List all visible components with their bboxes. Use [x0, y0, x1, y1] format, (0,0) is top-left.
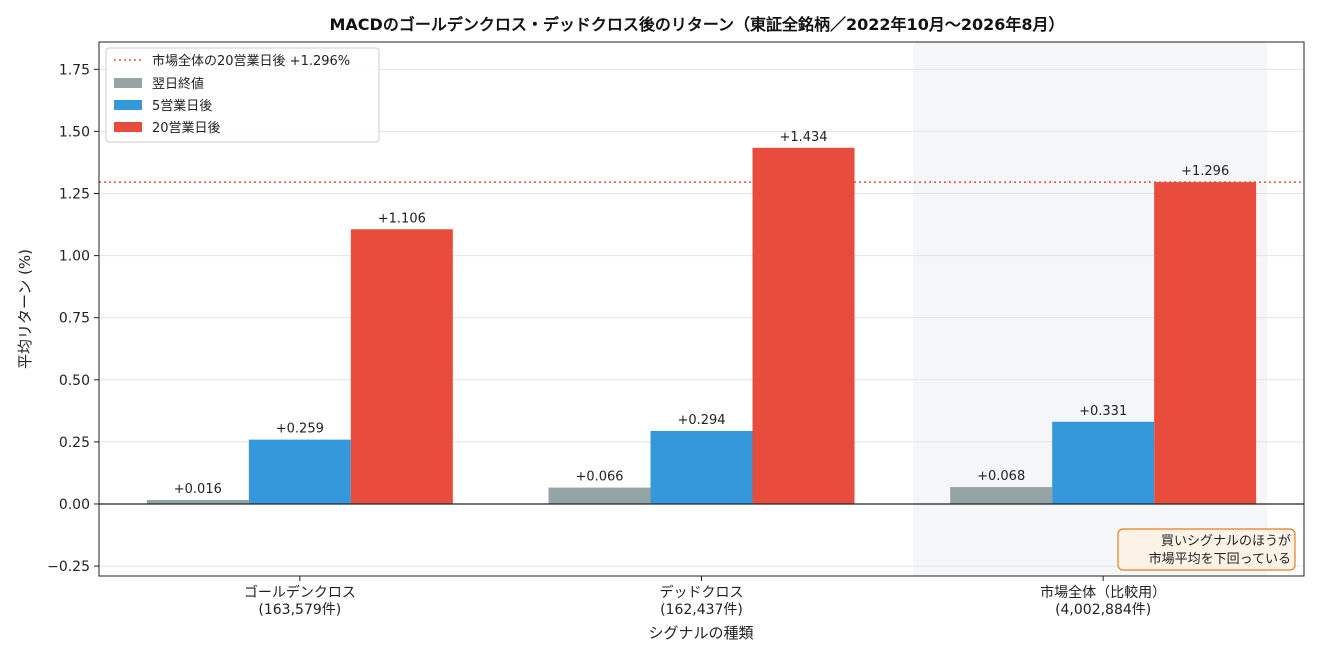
bar-value-label: +0.294	[677, 413, 725, 428]
bar-value-label: +1.434	[779, 130, 827, 145]
plot-frame	[98, 41, 1305, 577]
chart-title: MACDのゴールデンクロス・デッドクロス後のリターン（東証全銘柄／2022年10…	[330, 15, 1065, 34]
y-tick-label: −0.25	[47, 559, 90, 575]
legend-swatch	[114, 122, 142, 132]
x-tick-label-count: (4,002,884件)	[1055, 602, 1151, 618]
x-axis-title: シグナルの種類	[648, 624, 753, 642]
x-tick-label: 市場全体（比較用）	[1040, 584, 1166, 601]
bar-value-label: +0.016	[174, 482, 222, 497]
x-tick-label-count: (163,579件)	[258, 602, 341, 618]
bar	[1052, 421, 1155, 504]
bar	[650, 430, 753, 504]
annotation-text: 買いシグナルのほうが	[1161, 534, 1291, 549]
bar-value-label: +0.068	[977, 469, 1025, 484]
legend-swatch	[114, 78, 142, 88]
bar-value-label: +0.259	[276, 422, 324, 437]
y-tick-label: 1.75	[59, 62, 90, 78]
y-tick-label: 0.50	[59, 373, 90, 389]
legend-label: 20営業日後	[152, 120, 221, 136]
bar-value-label: +0.066	[575, 470, 623, 485]
y-tick-label: 0.75	[59, 311, 90, 327]
annotation-text: 市場平均を下回っている	[1149, 551, 1291, 567]
annotation-box	[1117, 528, 1296, 571]
legend-box	[105, 47, 380, 143]
bar-value-label: +1.106	[378, 211, 426, 226]
legend-swatch	[114, 100, 142, 110]
y-tick-label: 1.00	[59, 249, 90, 265]
legend-label: 5営業日後	[152, 98, 212, 114]
y-tick-label: 0.25	[59, 435, 90, 451]
bar	[248, 439, 351, 504]
x-tick-label: デッドクロス	[660, 584, 744, 601]
legend-label-reference: 市場全体の20営業日後 +1.296%	[152, 53, 350, 69]
y-axis-title: 平均リターン (%)	[16, 249, 34, 369]
plot-area: −0.25 0.00 0.25 0.50 0.75 1.00 1.25 1.50 1.75 +0.…	[47, 41, 1305, 618]
bar	[752, 147, 855, 504]
y-tick-label: 1.50	[59, 124, 90, 140]
bar	[548, 487, 651, 504]
bar	[146, 499, 249, 504]
bar	[350, 229, 453, 504]
x-tick-label: ゴールデンクロス	[244, 584, 356, 601]
x-tick-label-count: (162,437件)	[660, 602, 743, 618]
y-tick-label: 1.25	[59, 187, 90, 203]
bar-value-label: +0.331	[1079, 404, 1127, 419]
legend-label: 翌日終値	[152, 76, 204, 92]
y-tick-label: 0.00	[59, 497, 90, 513]
bar-value-label: +1.296	[1181, 164, 1229, 179]
bar	[1154, 182, 1257, 504]
bar	[950, 487, 1053, 504]
